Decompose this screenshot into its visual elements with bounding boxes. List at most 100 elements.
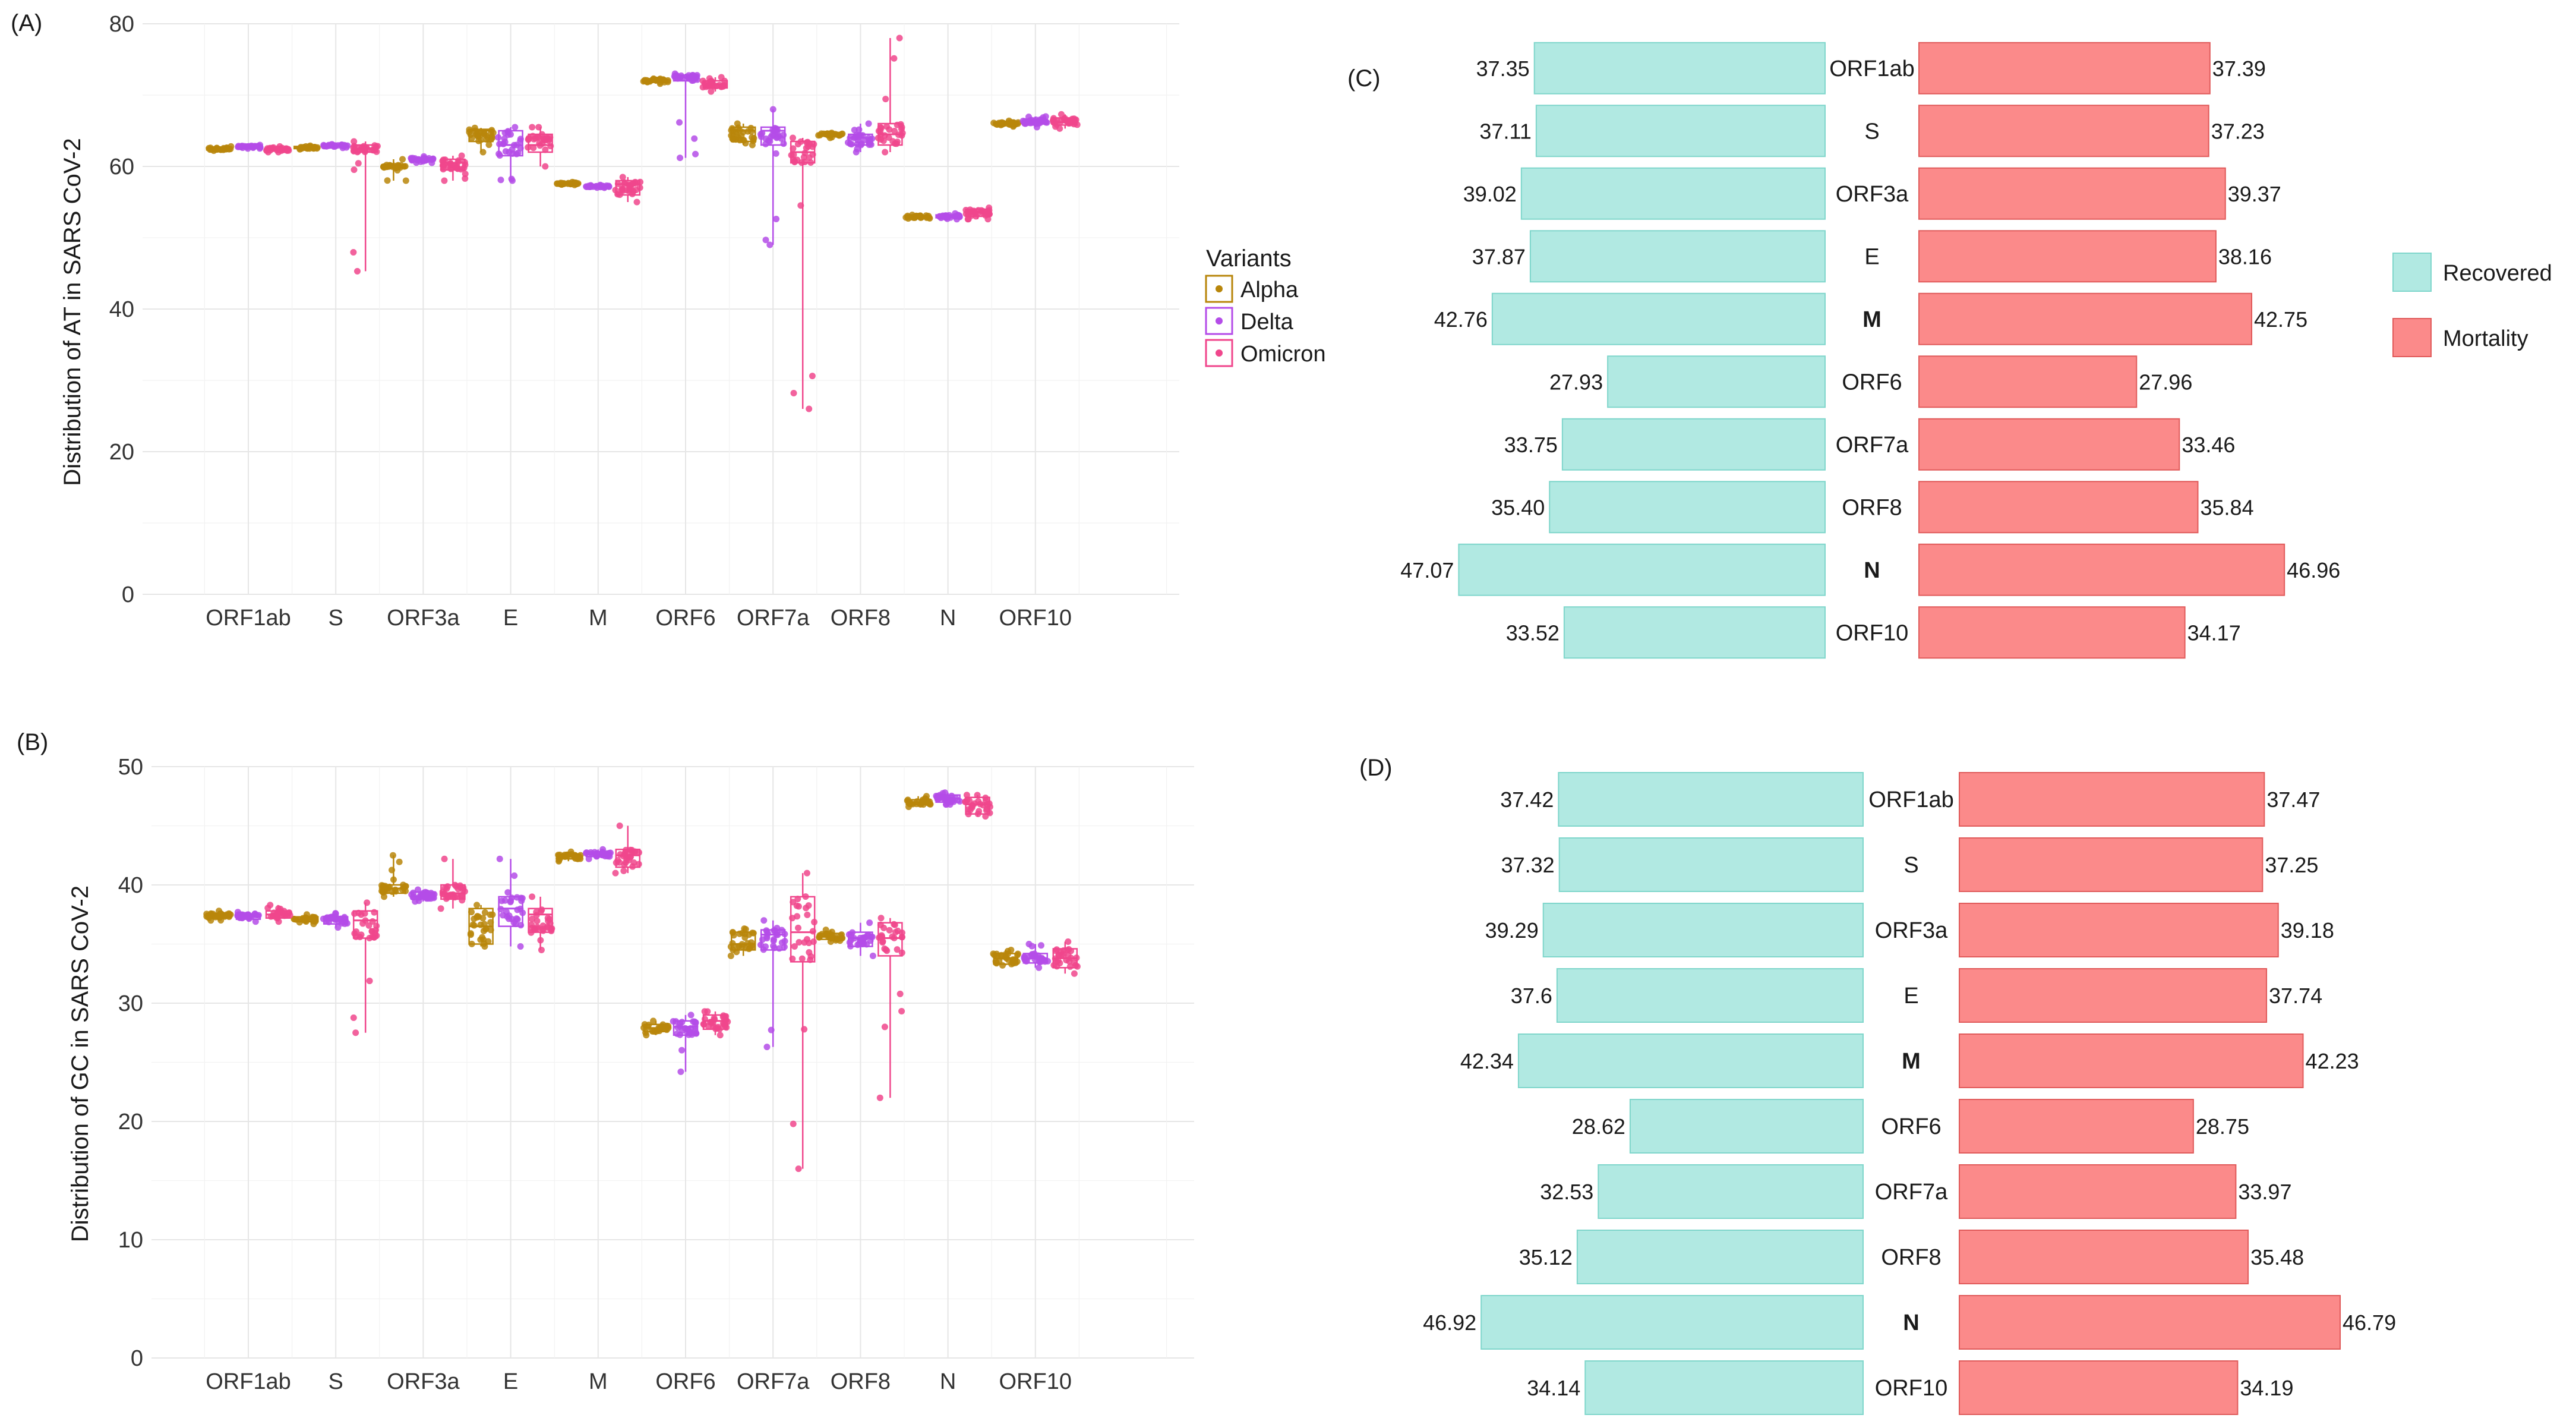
bar-mortality-orf8: 35.84 (1918, 481, 2254, 534)
jitter-point (560, 853, 567, 860)
jitter-point (676, 1031, 683, 1038)
bar-recovered-n: 47.07 (1400, 543, 1826, 596)
jitter-point (985, 211, 992, 218)
jitter-point (736, 137, 743, 144)
jitter-point (794, 913, 801, 920)
jitter-point (512, 124, 519, 131)
bar-recovered (1517, 1033, 1864, 1088)
jitter-point (420, 156, 427, 163)
jitter-point (619, 174, 626, 181)
jitter-point (982, 794, 989, 801)
box-delta-orf1ab (234, 909, 262, 925)
jitter-point (866, 919, 873, 927)
jitter-point (351, 143, 358, 150)
bar-mortality (1918, 42, 2211, 94)
box-delta-m (583, 181, 613, 191)
jitter-point (926, 798, 933, 805)
jitter-point (255, 143, 263, 150)
jitter-point (517, 943, 524, 950)
jitter-point (296, 916, 303, 923)
bar-recovered-n: 46.92 (1423, 1295, 1864, 1350)
jitter-point (587, 182, 594, 190)
jitter-point (798, 955, 806, 962)
jitter-point (881, 132, 888, 139)
x-tick-label-orf6: ORF6 (655, 1369, 715, 1394)
box-alpha-orf8 (815, 130, 846, 141)
jitter-point (750, 135, 757, 142)
legend-item-mortality: Mortality (2392, 318, 2528, 357)
jitter-point (392, 886, 399, 893)
jitter-point (311, 143, 318, 150)
jitter-point (533, 909, 540, 916)
bar-recovered (1533, 42, 1826, 94)
jitter-point (1065, 946, 1072, 953)
jitter-point (366, 978, 373, 985)
jitter-point (620, 867, 627, 874)
jitter-point (554, 180, 561, 187)
bar-mortality (1959, 1230, 2249, 1284)
jitter-point (633, 187, 640, 194)
jitter-point (677, 1020, 684, 1027)
jitter-point (766, 241, 774, 248)
box-delta-orf3a (408, 886, 438, 905)
jitter-point (529, 915, 536, 922)
jitter-point (457, 166, 465, 173)
bar-recovered (1556, 968, 1864, 1023)
box-alpha-m (555, 848, 584, 865)
jitter-point (620, 853, 627, 860)
jitter-point (857, 937, 864, 944)
legend-key-alpha (1205, 275, 1233, 303)
jitter-point (487, 919, 494, 926)
jitter-point (206, 914, 213, 921)
bar-mortality (1959, 772, 2265, 827)
panel-c-chart: (C) 37.35 37.39 ORF1ab 37.11 37.23 S 39.02 39.3… (1347, 42, 2340, 659)
jitter-point (350, 248, 357, 256)
jitter-point (594, 853, 601, 860)
box-alpha-s (291, 911, 319, 928)
jitter-point (891, 55, 898, 62)
legend-key-recovered (2392, 253, 2432, 292)
jitter-point (282, 146, 289, 153)
value-label-recovered-orf6: 28.62 (1572, 1114, 1625, 1139)
jitter-point (831, 131, 838, 138)
jitter-point (326, 142, 333, 149)
jitter-point (351, 147, 358, 155)
panel-d-chart: (D) 37.42 37.47 ORF1ab 37.32 37.25 S 39.29 39.1… (1359, 755, 2396, 1415)
bar-mortality (1959, 837, 2264, 892)
jitter-point (568, 850, 575, 858)
box-alpha-e (466, 124, 497, 156)
jitter-point (963, 792, 970, 799)
jitter-point (763, 933, 771, 940)
x-tick-label-orf8: ORF8 (831, 1369, 891, 1394)
box-omicron-m (612, 174, 644, 206)
box-alpha-orf6 (640, 75, 671, 87)
jitter-point (481, 131, 488, 138)
jitter-point (650, 1017, 657, 1025)
jitter-point (577, 855, 584, 862)
jitter-point (458, 893, 465, 900)
jitter-point (641, 77, 648, 84)
jitter-point (473, 913, 481, 921)
jitter-point (479, 149, 487, 156)
box-omicron-orf10 (1050, 938, 1081, 977)
box-alpha-orf6 (640, 1017, 672, 1039)
value-label-recovered-orf6: 27.93 (1549, 370, 1603, 394)
jitter-point (352, 1029, 359, 1036)
jitter-point (651, 76, 658, 83)
bar-recovered (1549, 481, 1826, 534)
box-alpha-orf3a (380, 156, 409, 184)
box-alpha-orf1ab (206, 143, 235, 155)
jitter-point (371, 929, 378, 937)
jitter-point (583, 850, 590, 857)
jitter-point (692, 1023, 699, 1030)
jitter-point (659, 1021, 667, 1028)
jitter-point (497, 906, 504, 913)
bar-recovered (1584, 1360, 1864, 1415)
bar-mortality-orf6: 28.75 (1959, 1099, 2249, 1154)
jitter-point (769, 106, 776, 113)
jitter-point (1037, 942, 1044, 949)
box-delta-n (935, 210, 963, 223)
jitter-point (700, 1021, 708, 1028)
jitter-point (266, 145, 273, 152)
jitter-point (485, 141, 493, 149)
